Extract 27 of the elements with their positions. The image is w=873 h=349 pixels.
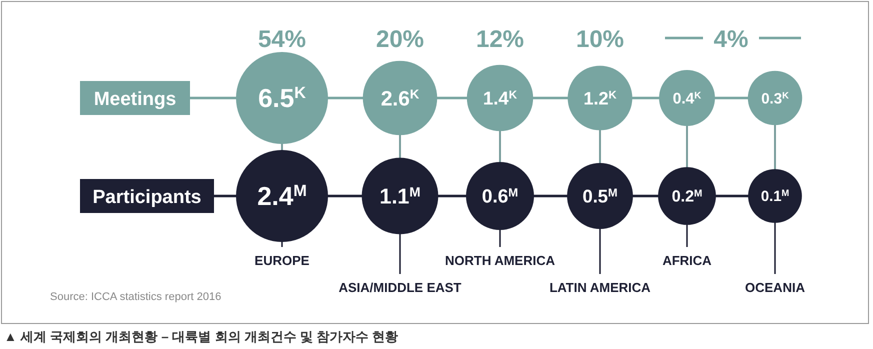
text: 10% [576,26,624,53]
data-label: 0.6$^{M}$ [482,186,518,208]
category-label: OCEANIA [745,280,806,295]
data-label: 0.5$^{M}$ [582,185,618,206]
category-label: NORTH AMERICA [444,253,556,268]
text: 54% [258,26,306,53]
data-label: 1.1$^{M}$ [380,184,420,209]
data-label: 1.4$^{K}$ [483,87,518,108]
data-label: 1.2$^{K}$ [583,88,617,108]
text: ▲ 세계 국제회의 개최현황 – 대륙별 회의 개최건수 및 참가자수 현황 [4,329,398,344]
data-label: 2.6$^{K}$ [380,86,420,110]
text: 20% [376,26,424,53]
category-label: ASIA/MIDDLE EAST [338,280,462,295]
source-note: Source: ICCA statistics report 2016 [50,291,222,303]
text: 12% [476,26,524,53]
data-label: 0.2$^{M}$ [672,188,702,206]
series-label: Participants [92,187,202,208]
category-label: EUROPE [254,253,310,268]
category-label: AFRICA [662,253,712,268]
text: 4% [714,26,748,53]
text: Meetings [94,89,176,110]
data-label: 0.3$^{K}$ [761,90,790,108]
data-label: 0.4$^{K}$ [672,90,702,108]
category-label: LATIN AMERICA [549,280,652,295]
data-label: 6.5$^{K}$ [258,83,306,114]
data-label: 2.4$^{M}$ [257,181,307,212]
data-label: 0.1$^{M}$ [760,188,790,206]
